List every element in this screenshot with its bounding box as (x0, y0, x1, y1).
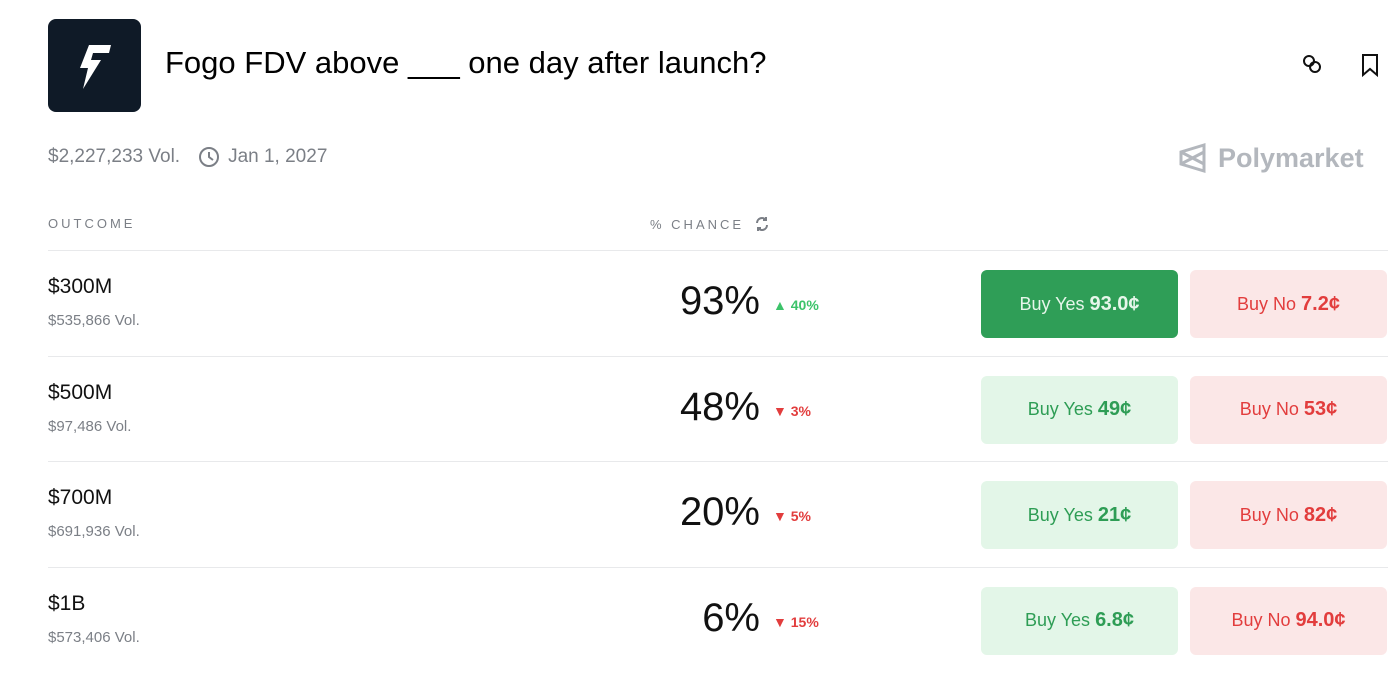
outcome-chance: 93% (679, 279, 760, 323)
buy-yes-button[interactable]: Buy Yes 49¢ (981, 375, 1178, 444)
link-icon[interactable] (1300, 52, 1324, 76)
triangle-down-icon: ▼ (773, 508, 787, 524)
buy-no-button[interactable]: Buy No 7.2¢ (1190, 270, 1387, 338)
lightning-bolt-icon (79, 44, 111, 89)
outcome-row[interactable]: $1B $573,406 Vol. 6% ▼ 15% Buy Yes 6.8¢ B… (48, 566, 1388, 673)
chance-delta: ▲ 40% (773, 297, 819, 313)
bookmark-icon[interactable] (1358, 52, 1382, 78)
outcome-name: $300M (48, 275, 113, 298)
outcome-volume: $691,936 Vol. (48, 523, 140, 540)
outcome-volume: $573,406 Vol. (48, 628, 140, 646)
buy-yes-button[interactable]: Buy Yes 93.0¢ (981, 270, 1178, 338)
buy-no-button[interactable]: Buy No 82¢ (1190, 481, 1387, 549)
outcome-name: $700M (48, 486, 113, 509)
outcome-row[interactable]: $700M $691,936 Vol. 20% ▼ 5% Buy Yes 21¢ … (48, 461, 1388, 567)
chance-column-header: % CHANCE (650, 216, 770, 232)
clock-icon (199, 147, 220, 167)
triangle-down-icon: ▼ (773, 613, 787, 630)
outcome-chance: 6% (702, 595, 760, 640)
outcome-name: $500M (48, 380, 113, 404)
outcome-volume: $97,486 Vol. (48, 417, 132, 435)
buy-yes-button[interactable]: Buy Yes 6.8¢ (981, 586, 1178, 655)
chance-delta: ▼ 5% (773, 508, 811, 524)
triangle-up-icon: ▲ (773, 297, 787, 313)
outcome-chance: 48% (679, 384, 760, 429)
buy-no-button[interactable]: Buy No 53¢ (1190, 375, 1387, 444)
triangle-down-icon: ▼ (773, 402, 787, 419)
polymarket-brand: Polymarket (1178, 142, 1364, 174)
buy-yes-button[interactable]: Buy Yes 21¢ (981, 481, 1178, 549)
outcome-column-header: OUTCOME (48, 216, 136, 231)
chance-delta: ▼ 3% (773, 402, 811, 419)
chance-delta: ▼ 15% (773, 613, 819, 630)
market-meta: $2,227,233 Vol. Jan 1, 2027 (48, 146, 327, 168)
polymarket-logo-icon (1179, 142, 1206, 174)
refresh-icon[interactable] (754, 216, 770, 232)
buy-no-button[interactable]: Buy No 94.0¢ (1190, 586, 1387, 655)
outcome-chance: 20% (679, 490, 760, 534)
market-logo (48, 19, 141, 112)
outcome-volume: $535,866 Vol. (48, 312, 140, 329)
outcome-row[interactable]: $300M $535,866 Vol. 93% ▲ 40% Buy Yes 93.… (48, 250, 1388, 356)
page-title: Fogo FDV above ___ one day after launch? (165, 45, 767, 80)
outcome-row[interactable]: $500M $97,486 Vol. 48% ▼ 3% Buy Yes 49¢ B… (48, 355, 1388, 462)
outcome-name: $1B (48, 591, 86, 615)
end-date: Jan 1, 2027 (228, 146, 328, 167)
total-volume: $2,227,233 Vol. (48, 146, 181, 167)
